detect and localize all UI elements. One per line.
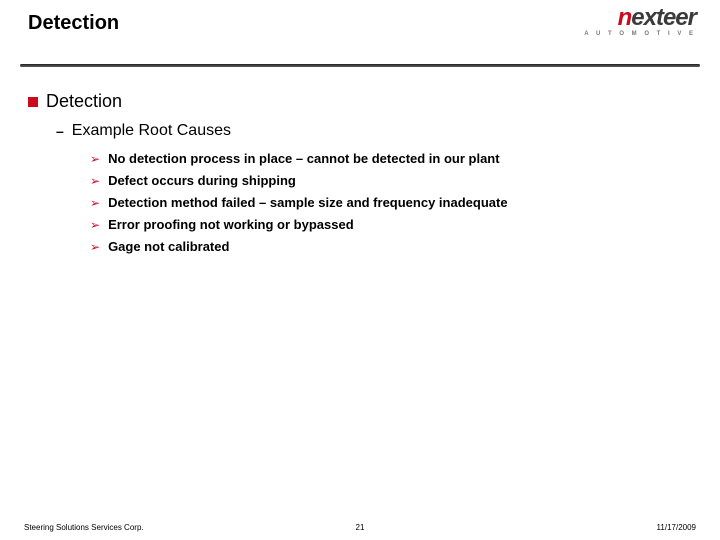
level3-item: ➢ Defect occurs during shipping [90, 172, 692, 190]
level3-text: Gage not calibrated [108, 238, 229, 256]
logo-wordmark: nexteer [584, 6, 696, 30]
footer-date: 11/17/2009 [657, 523, 696, 532]
footer-left: Steering Solutions Services Corp. [24, 523, 144, 532]
dash-bullet-icon: – [56, 123, 64, 139]
level3-item: ➢ No detection process in place – cannot… [90, 150, 692, 168]
logo-tagline: A U T O M O T I V E [584, 31, 696, 37]
level2-item: – Example Root Causes [56, 122, 692, 140]
logo-rest: exteer [631, 4, 696, 31]
level1-item: Detection [28, 91, 692, 112]
level3-text: Error proofing not working or bypassed [108, 216, 354, 234]
level2-text: Example Root Causes [72, 122, 231, 140]
page-number: 21 [356, 523, 365, 532]
brand-logo: nexteer A U T O M O T I V E [584, 6, 696, 37]
level3-item: ➢ Gage not calibrated [90, 238, 692, 256]
level3-text: No detection process in place – cannot b… [108, 150, 500, 168]
slide-content: Detection – Example Root Causes ➢ No det… [0, 67, 720, 256]
chevron-bullet-icon: ➢ [90, 194, 100, 212]
footer: Steering Solutions Services Corp. 21 11/… [0, 523, 720, 532]
level1-text: Detection [46, 91, 122, 112]
square-bullet-icon [28, 97, 38, 107]
level3-item: ➢ Error proofing not working or bypassed [90, 216, 692, 234]
header: Detection nexteer A U T O M O T I V E [0, 0, 720, 64]
logo-letter-n: n [618, 4, 632, 31]
chevron-bullet-icon: ➢ [90, 216, 100, 234]
level3-item: ➢ Detection method failed – sample size … [90, 194, 692, 212]
level3-list: ➢ No detection process in place – cannot… [90, 150, 692, 256]
chevron-bullet-icon: ➢ [90, 238, 100, 256]
level3-text: Defect occurs during shipping [108, 172, 296, 190]
chevron-bullet-icon: ➢ [90, 150, 100, 168]
chevron-bullet-icon: ➢ [90, 172, 100, 190]
level3-text: Detection method failed – sample size an… [108, 194, 508, 212]
